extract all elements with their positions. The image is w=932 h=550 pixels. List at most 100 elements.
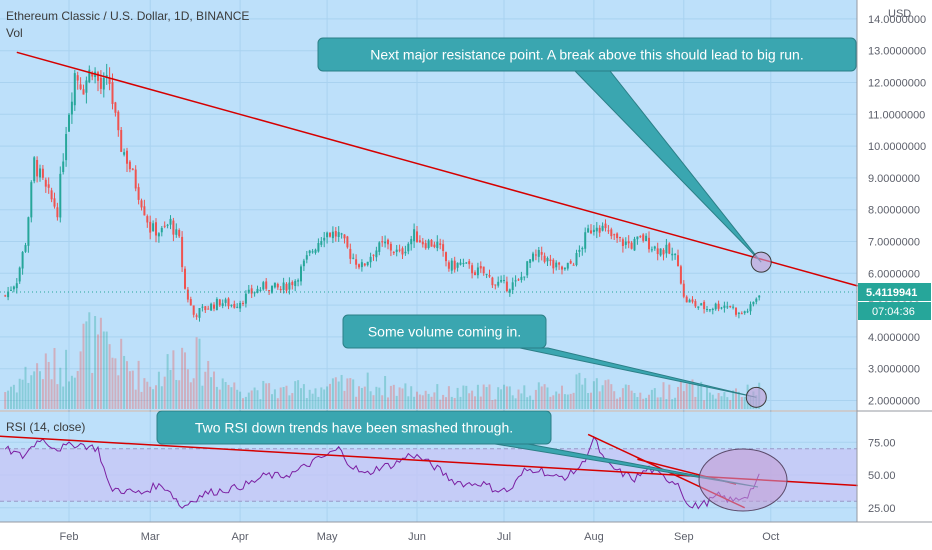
volume-bar	[561, 385, 563, 409]
candle-body	[479, 266, 482, 269]
volume-bar	[73, 377, 76, 409]
candle-body	[465, 262, 468, 264]
resistance-circle	[750, 251, 772, 273]
candle-body	[82, 89, 85, 95]
volume-bar	[650, 389, 653, 409]
candle-body	[726, 306, 729, 308]
annotations[interactable]: Next major resistance point. A break abo…	[156, 37, 857, 512]
candle-body	[233, 303, 236, 308]
volume-bar	[120, 338, 123, 409]
candle-body	[442, 244, 445, 252]
candle-body	[529, 259, 532, 263]
candle-body	[424, 243, 427, 249]
candle-body	[73, 73, 76, 106]
volume-bar	[230, 387, 233, 409]
volume-bar	[337, 381, 340, 409]
volume-bar	[500, 389, 503, 409]
candle-body	[456, 262, 459, 268]
candle-body	[740, 313, 743, 315]
candle-body	[163, 225, 166, 227]
volume-bar	[697, 384, 700, 409]
volume-bar	[30, 375, 33, 409]
candle-body	[691, 299, 694, 302]
candle-body	[520, 276, 523, 281]
candle-body	[427, 240, 430, 248]
time-tick-label: Sep	[674, 531, 694, 543]
volume-bar	[375, 386, 378, 409]
candle-body	[259, 289, 262, 291]
candle-body	[334, 231, 337, 237]
candle-body	[552, 259, 555, 269]
volume-bar	[253, 387, 256, 409]
volume-bar	[674, 397, 677, 409]
candle-body	[639, 236, 642, 238]
candle-body	[218, 299, 221, 306]
candle-body	[44, 179, 47, 187]
volume-bar	[569, 393, 572, 409]
price-tick-label: 8.0000000	[868, 205, 920, 217]
rsi-line	[4, 435, 760, 510]
candle-body	[39, 168, 41, 178]
candle-body	[279, 289, 282, 291]
candle-body	[717, 303, 720, 309]
volume-bar	[677, 386, 679, 409]
candle-body	[578, 249, 581, 252]
volume-bar	[131, 370, 134, 409]
volume-bar	[99, 317, 102, 409]
candle-body	[242, 302, 244, 304]
candle-body	[224, 299, 227, 303]
candle-body	[648, 237, 650, 250]
volume-bar	[540, 386, 543, 409]
volume-bar	[598, 391, 601, 409]
volume-bar	[250, 390, 253, 409]
candle-body	[30, 182, 33, 218]
time-badge-text: 07:04:36	[872, 306, 915, 318]
volume-bar	[529, 395, 532, 409]
volume-bar	[642, 398, 645, 409]
candle-body	[665, 244, 668, 254]
candle-body	[221, 303, 224, 306]
candle-body	[607, 230, 610, 232]
volume-bar	[471, 390, 474, 409]
volume-bar	[439, 399, 442, 409]
volume-bar	[198, 338, 201, 409]
candle-body	[575, 252, 578, 266]
candle-body	[175, 229, 178, 235]
candle-body	[526, 261, 529, 276]
volume-bar	[137, 360, 140, 409]
volume-bar	[726, 397, 729, 409]
volume-bar	[227, 384, 230, 409]
volume-bar	[76, 371, 79, 409]
volume-bar	[729, 399, 732, 409]
symbol-title: Ethereum Classic / U.S. Dollar, 1D, BINA…	[6, 9, 250, 23]
candle-body	[514, 280, 517, 282]
volume-bar	[520, 393, 523, 409]
candle-body	[366, 261, 369, 266]
volume-bar	[566, 394, 569, 409]
candle-body	[534, 254, 537, 256]
volume-bar	[619, 397, 621, 409]
candle-body	[630, 242, 633, 249]
candle-body	[15, 283, 18, 289]
candle-body	[68, 114, 70, 132]
volume-bar	[218, 389, 221, 409]
candle-body	[508, 289, 511, 293]
candle-body	[300, 266, 302, 282]
candle-body	[546, 257, 549, 262]
price-tick-label: 14.0000000	[868, 14, 926, 26]
volume-bar	[85, 321, 88, 409]
candle-body	[697, 306, 700, 308]
volume-bar	[717, 393, 720, 409]
volume-bar	[546, 387, 549, 409]
volume-bar	[117, 375, 120, 409]
price-tick-label: 12.0000000	[868, 78, 926, 90]
candle-body	[711, 308, 714, 311]
volume-bar	[4, 392, 7, 409]
candle-body	[624, 241, 627, 245]
volume-bar	[503, 384, 505, 409]
volume-bar	[53, 347, 56, 409]
candle-body	[320, 241, 323, 245]
volume-bar	[111, 357, 114, 409]
candle-body	[294, 280, 297, 287]
